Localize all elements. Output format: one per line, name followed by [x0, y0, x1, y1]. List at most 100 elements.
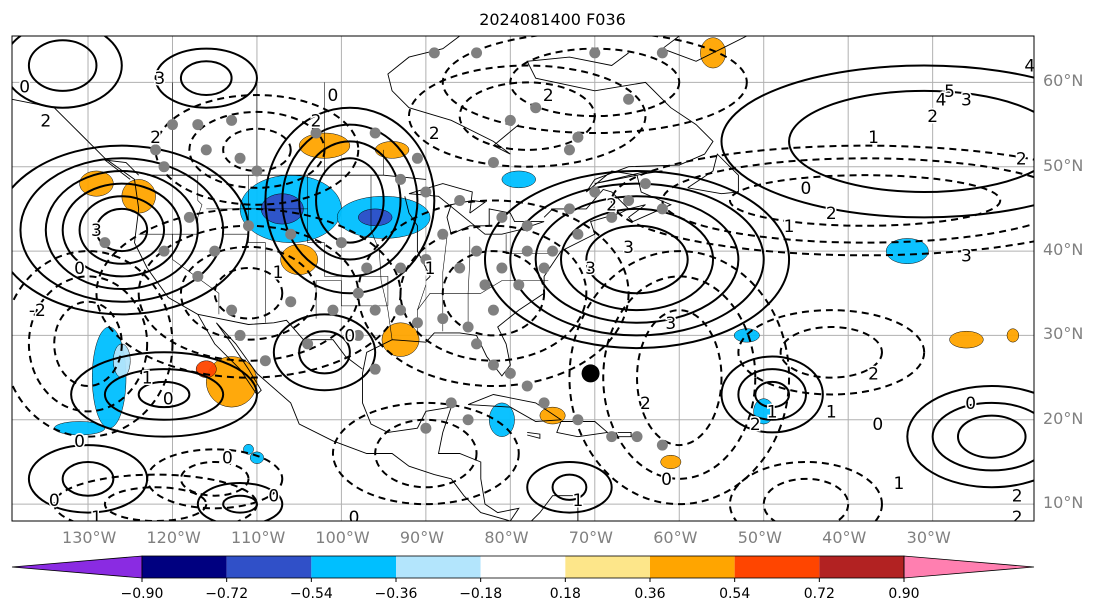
contour-label: 0 — [49, 491, 60, 511]
solid-contour — [264, 106, 436, 295]
solid-contour — [720, 355, 824, 434]
coastline — [556, 421, 609, 438]
dashed-contour — [407, 64, 647, 168]
solid-contour — [103, 368, 225, 421]
contour-label: 0 — [344, 326, 355, 346]
station-dot — [606, 431, 618, 443]
contour-label: 2 — [868, 364, 879, 384]
contour-label: 2 — [927, 107, 938, 127]
station-dot — [547, 245, 559, 257]
station-dot — [606, 211, 618, 223]
station-dot — [411, 152, 423, 164]
station-dot — [200, 144, 212, 156]
dashed-contour — [661, 157, 1034, 244]
dashed-contour — [154, 94, 360, 206]
station-dot — [623, 93, 635, 105]
station-dot — [302, 338, 314, 350]
contour-label: 1 — [142, 369, 153, 389]
station-dot — [623, 194, 635, 206]
station-dot — [454, 262, 466, 274]
coastline — [387, 36, 520, 155]
station-dot — [521, 245, 533, 257]
contour-label: 0 — [19, 78, 30, 98]
station-dot — [589, 186, 601, 198]
station-dot — [428, 47, 440, 59]
dashed-contour — [374, 418, 478, 489]
latitude-label: 40°N — [1043, 240, 1084, 260]
contour-label: 2 — [150, 128, 161, 148]
contour-label: 1 — [273, 263, 284, 283]
dashed-contour — [222, 127, 292, 172]
station-dot — [656, 203, 668, 215]
station-dot — [411, 317, 423, 329]
contour-label: 3 — [623, 238, 634, 258]
contour-label: 4 — [936, 90, 947, 110]
shaded-area — [280, 244, 319, 275]
station-dot — [234, 152, 246, 164]
station-dot — [192, 119, 204, 131]
contour-label: 1 — [572, 491, 583, 511]
state-boundary — [467, 236, 471, 332]
solid-contour — [788, 89, 1034, 194]
latitude-label: 30°N — [1043, 324, 1084, 344]
station-dots — [99, 47, 668, 451]
latitude-label: 50°N — [1043, 155, 1084, 175]
dashed-contour — [610, 144, 1034, 257]
colorbar-segment — [142, 556, 227, 578]
station-dot — [530, 102, 542, 114]
solid-contour — [281, 123, 419, 278]
shaded-area — [660, 454, 682, 469]
contour-label: 1 — [784, 217, 795, 237]
station-dot — [327, 304, 339, 316]
station-dot — [150, 144, 162, 156]
solid-contour — [906, 385, 1034, 489]
colorbar-low-extend — [11, 555, 143, 579]
colorbar-segment — [650, 556, 735, 578]
contour-label: 2 — [543, 86, 554, 106]
coastline — [197, 313, 363, 370]
station-dot — [521, 220, 533, 232]
solid-contour — [737, 368, 807, 421]
contour-label: 0 — [872, 415, 883, 435]
coastline — [362, 52, 714, 521]
station-dot — [310, 127, 322, 139]
map-frame — [11, 35, 1035, 522]
station-dot — [437, 313, 449, 325]
colorbar-tick-label: −0.72 — [205, 586, 249, 602]
dashed-contour — [399, 224, 588, 362]
solid-contour — [931, 401, 1034, 472]
contour-label: 2 — [311, 111, 322, 131]
contour-label: 1 — [425, 259, 436, 279]
contour-label: 5 — [944, 82, 955, 102]
dashed-contour — [213, 266, 284, 320]
dashed-contour — [146, 448, 284, 510]
station-dot — [226, 114, 238, 126]
coastline — [527, 431, 541, 439]
colorbar-segment — [734, 556, 820, 578]
longitude-label: 130°W — [62, 528, 117, 547]
dashed-contour — [728, 460, 883, 521]
coastline — [617, 431, 632, 438]
contour-label: 2 — [826, 204, 837, 224]
state-boundary — [442, 236, 448, 332]
contour-label: 1 — [868, 128, 879, 148]
station-dot — [656, 439, 668, 451]
station-dot — [521, 380, 533, 392]
colorbar-tick-label: 0.18 — [549, 586, 581, 602]
longitude-label: 120°W — [146, 528, 201, 547]
longitude-label: 110°W — [230, 528, 286, 547]
colorbar-tick-label: −0.36 — [374, 586, 418, 602]
contour-label: 2 — [750, 415, 761, 435]
dashed-contour — [568, 250, 791, 506]
contour-label: 1 — [826, 402, 837, 422]
contour-label: 3 — [91, 221, 102, 241]
contour-label: 2 — [40, 111, 51, 131]
station-dot — [335, 237, 347, 249]
colorbar-segment — [396, 556, 481, 578]
solid-contour — [95, 207, 149, 253]
solid-contour — [272, 313, 377, 392]
plot-title: 2024081400 F036 — [479, 10, 626, 29]
contour-label: 2 — [640, 394, 651, 414]
